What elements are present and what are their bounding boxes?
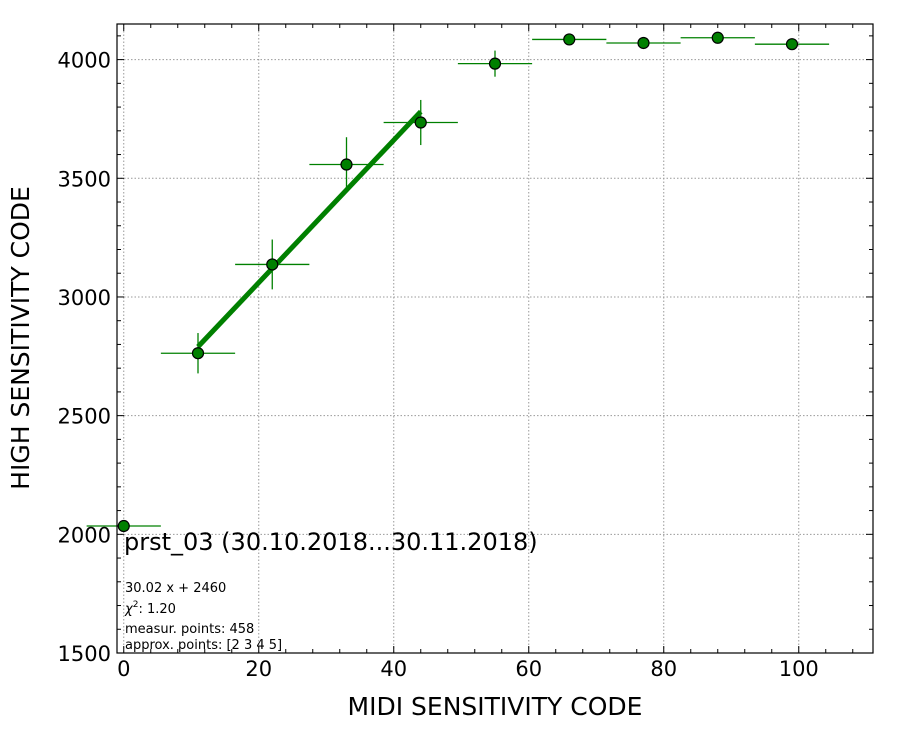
y-tick-label-0: 1500: [58, 642, 111, 666]
error-bars: [86, 37, 830, 527]
axis-ticks: 0 20 40 60 80 100 1500 2000 2500 3000 3500 4000: [58, 24, 873, 681]
x-tick-label-0: 0: [117, 657, 130, 681]
x-tick-label-3: 60: [515, 657, 542, 681]
data-point: [563, 33, 576, 46]
dataset-label: prst_03 (30.10.2018...30.11.2018): [124, 528, 538, 556]
chi-square-label: χ2: 1.20: [124, 600, 176, 617]
x-tick-label-5: 100: [779, 657, 819, 681]
plot-frame: [116, 23, 874, 654]
data-point: [191, 347, 205, 360]
y-tick-label-4: 3500: [58, 167, 111, 191]
data-point: [711, 31, 724, 44]
data-point: [117, 519, 130, 533]
fit-line-layer: [196, 109, 423, 349]
plot-border: [116, 23, 874, 654]
data-point: [488, 57, 502, 70]
y-tick-label-5: 4000: [58, 49, 111, 73]
y-tick-label-2: 2500: [58, 405, 111, 429]
y-tick-label-1: 2000: [58, 523, 111, 547]
y-tick-label-3: 3000: [58, 286, 111, 310]
x-tick-label-1: 20: [245, 657, 272, 681]
fit-line: [196, 109, 423, 349]
x-axis-title: MIDI SENSITIVITY CODE: [348, 692, 643, 721]
data-point: [414, 116, 427, 129]
measured-points-label: measur. points: 458: [125, 622, 254, 637]
data-point: [266, 258, 279, 271]
approx-points-label: approx. points: [2 3 4 5]: [125, 638, 282, 653]
data-point: [785, 38, 799, 51]
x-tick-label-2: 40: [380, 657, 407, 681]
grid: [117, 24, 873, 654]
x-tick-label-4: 80: [650, 657, 677, 681]
chi-symbol: χ: [124, 602, 134, 617]
y-axis-title: HIGH SENSITIVITY CODE: [6, 186, 35, 490]
chi-exponent: 2: [133, 600, 139, 610]
fit-equation: 30.02 x + 2460: [125, 581, 226, 596]
data-point: [340, 158, 353, 171]
chi-value: : 1.20: [138, 602, 175, 617]
data-points: [117, 31, 799, 533]
data-point: [637, 36, 650, 50]
